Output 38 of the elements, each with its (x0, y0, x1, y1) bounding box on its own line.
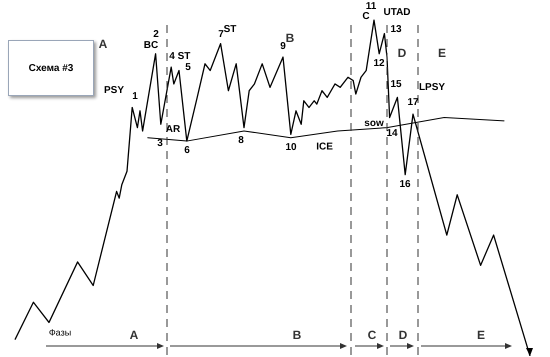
annotation: D (398, 46, 406, 60)
annotation: 17 (407, 97, 419, 108)
annotation: ST (178, 51, 190, 62)
annotation: BC (144, 40, 158, 51)
annotation: 13 (390, 24, 402, 35)
annotation: E (476, 328, 486, 342)
annotation: 8 (238, 135, 244, 146)
annotation: 14 (386, 128, 398, 139)
text: UTAD (383, 7, 411, 18)
annotation: 7 (218, 29, 224, 40)
annotation: 10 (285, 142, 297, 153)
annotation: 5 (185, 62, 191, 73)
annotation: C (368, 328, 376, 342)
annotation: B (292, 328, 302, 342)
annotation: A (130, 328, 138, 342)
annotation: sow (364, 118, 384, 129)
annotation: PSY (104, 85, 124, 96)
annotation: 3 (157, 138, 163, 149)
annotation: 1 (132, 91, 138, 102)
annotation: A (98, 37, 108, 51)
series-label: ICE (316, 141, 334, 152)
annotation: C (362, 11, 370, 22)
annotation: B (286, 31, 294, 45)
annotation: D (398, 328, 408, 342)
annotation: AR (166, 124, 180, 135)
annotation: 16 (399, 179, 411, 190)
annotation: ST (224, 24, 236, 35)
annotation: 6 (184, 145, 190, 156)
annotation: LPSY (418, 82, 446, 93)
caption-box: Схема #3 (8, 40, 94, 96)
annotation: 15 (390, 79, 402, 90)
annotation: Фазы (48, 328, 72, 338)
annotation: 9 (280, 41, 286, 52)
text: 11 (366, 1, 376, 12)
annotation: 12 (373, 58, 385, 69)
annotation: E (438, 46, 446, 60)
annotation: 4 (169, 51, 175, 62)
annotation: 2 (153, 29, 159, 40)
